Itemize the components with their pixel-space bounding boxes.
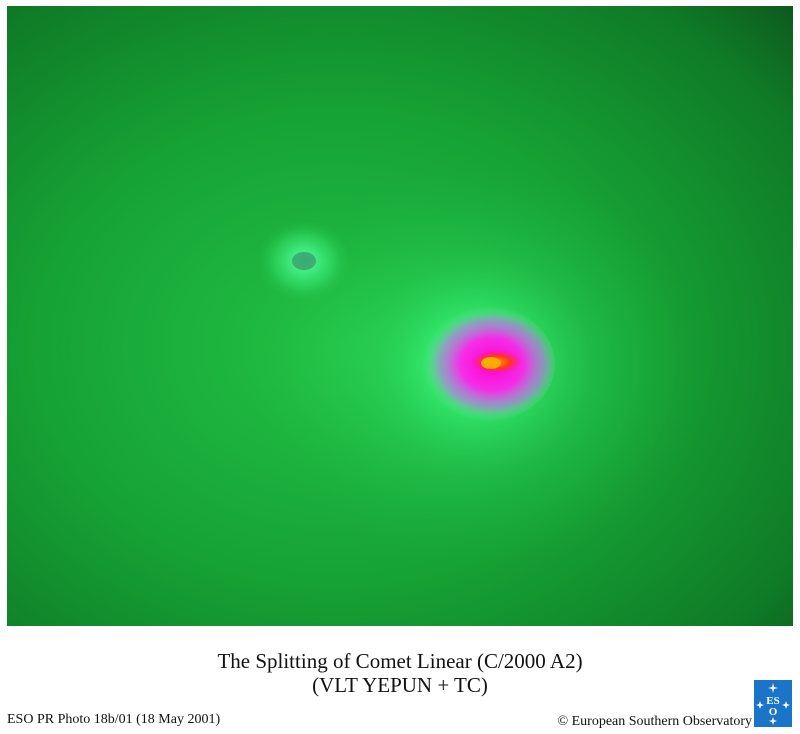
photo-id: ESO PR Photo 18b/01 (18 May 2001): [7, 712, 221, 727]
svg-text:O: O: [769, 706, 778, 718]
copyright-notice: © European Southern Observatory: [557, 714, 752, 729]
main-nucleus-core: [481, 357, 501, 369]
caption-title: The Splitting of Comet Linear (C/2000 A2…: [217, 649, 583, 673]
comet-image-svg: [7, 6, 793, 626]
comet-image: [7, 6, 793, 626]
svg-text:ES: ES: [766, 695, 779, 707]
fragment-nucleus: [292, 252, 316, 270]
eso-logo: ES O: [754, 680, 792, 727]
caption-subtitle: (VLT YEPUN + TC): [312, 673, 488, 697]
